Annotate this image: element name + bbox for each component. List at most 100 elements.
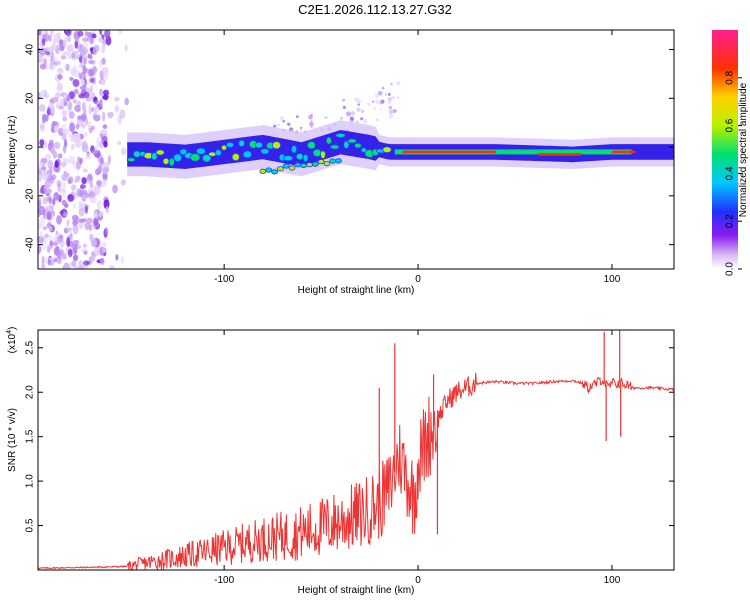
noise-blob — [103, 161, 110, 170]
noise-blob — [68, 111, 75, 119]
ridge-blob — [254, 141, 263, 149]
ridge-blob — [238, 139, 246, 147]
noise-blob — [78, 72, 82, 79]
ridge-blob — [343, 140, 350, 149]
noise-blob — [350, 111, 355, 116]
noise-blob — [388, 105, 392, 110]
x-tick-label: 100 — [604, 575, 621, 586]
noise-blob — [39, 90, 46, 97]
noise-blob — [81, 248, 87, 253]
noise-blob — [102, 169, 108, 175]
noise-blob — [93, 114, 101, 122]
colorbar-tick-label: 0.6 — [725, 118, 736, 132]
noise-blob — [48, 256, 55, 261]
ridge-blob — [126, 157, 136, 163]
noise-blob — [67, 178, 72, 184]
noise-blob — [360, 109, 365, 114]
y-tick-label: 0 — [25, 144, 36, 150]
y-tick-label: 2.0 — [25, 385, 36, 399]
noise-blob — [357, 103, 360, 106]
noise-blob — [98, 210, 104, 217]
noise-blob — [44, 257, 49, 264]
ridge-blob — [282, 155, 294, 162]
noise-blob — [38, 208, 42, 218]
noise-blob — [118, 30, 123, 35]
noise-blob — [99, 129, 107, 135]
noise-blob — [368, 104, 371, 107]
noise-blob — [99, 30, 103, 36]
noise-blob — [48, 101, 55, 110]
noise-blob — [66, 237, 70, 248]
noise-blob — [56, 32, 62, 40]
noise-blob — [105, 205, 109, 214]
noise-blob — [113, 96, 120, 102]
noise-blob — [46, 106, 51, 117]
noise-blob — [65, 30, 72, 37]
noise-blob — [81, 78, 85, 87]
noise-blob — [49, 167, 53, 175]
noise-blob — [389, 82, 393, 86]
spectrogram-frame — [37, 29, 675, 270]
noise-blob — [44, 154, 52, 160]
noise-blob — [81, 101, 86, 112]
noise-blob — [95, 137, 101, 148]
noise-blob — [100, 257, 104, 263]
noise-blob — [52, 237, 58, 242]
noise-blob — [379, 108, 382, 111]
noise-blob — [72, 203, 77, 209]
noise-blob — [56, 101, 60, 109]
noise-blob — [72, 219, 78, 226]
noise-blob — [65, 63, 70, 71]
ridge-blob — [306, 162, 313, 168]
noise-blob — [75, 175, 81, 181]
noise-blob — [61, 109, 67, 117]
noise-blob — [385, 93, 387, 96]
noise-blob — [73, 254, 79, 262]
ridge-blob — [288, 165, 296, 171]
noise-blob — [75, 54, 80, 60]
colorbar-tick-label: 0.8 — [725, 70, 736, 84]
noise-blob — [105, 226, 109, 236]
noise-blob — [83, 57, 87, 64]
noise-blob — [124, 44, 128, 52]
noise-blob — [355, 120, 359, 124]
noise-blob — [103, 89, 109, 96]
ridge-blob — [231, 153, 240, 162]
noise-blob — [374, 93, 379, 98]
noise-blob — [79, 85, 87, 90]
ridge-blob — [259, 168, 267, 174]
noise-blob — [45, 51, 51, 56]
noise-blob — [100, 79, 106, 86]
noise-blob — [41, 264, 46, 269]
noise-blob — [80, 184, 86, 189]
noise-blob — [84, 222, 90, 230]
noise-blob — [342, 98, 345, 102]
noise-blob — [52, 96, 59, 103]
ridge-blob — [294, 162, 302, 168]
noise-blob — [105, 35, 112, 46]
noise-blob — [99, 88, 103, 97]
ridge-blob — [260, 148, 270, 155]
noise-blob — [88, 224, 92, 232]
noise-blob — [81, 196, 87, 202]
noise-blob — [60, 187, 67, 198]
noise-blob — [68, 91, 76, 100]
noise-blob — [387, 97, 392, 102]
noise-blob — [282, 119, 286, 123]
snr-y-axis-label: SNR (10 * v/v) — [7, 408, 18, 472]
ridge-blob — [282, 163, 290, 169]
noise-blob — [94, 209, 98, 220]
noise-blob — [84, 131, 88, 138]
noise-blob — [39, 139, 45, 147]
snr-ticks: -100 0 100 0.5 1.0 1.5 2.0 2.5 — [25, 330, 674, 586]
noise-blob — [107, 111, 114, 118]
noise-blob — [89, 77, 95, 84]
noise-blob — [101, 247, 107, 254]
noise-blob — [396, 96, 400, 99]
snr-panel: -100 0 100 0.5 1.0 1.5 2.0 2.5 Height of straig… — [6, 327, 675, 596]
noise-blob — [67, 194, 74, 202]
noise-blob — [61, 199, 67, 206]
colorbar-gradient — [712, 30, 738, 269]
snr-y-scale-base: (x10 — [7, 333, 18, 353]
noise-blob — [340, 116, 343, 120]
